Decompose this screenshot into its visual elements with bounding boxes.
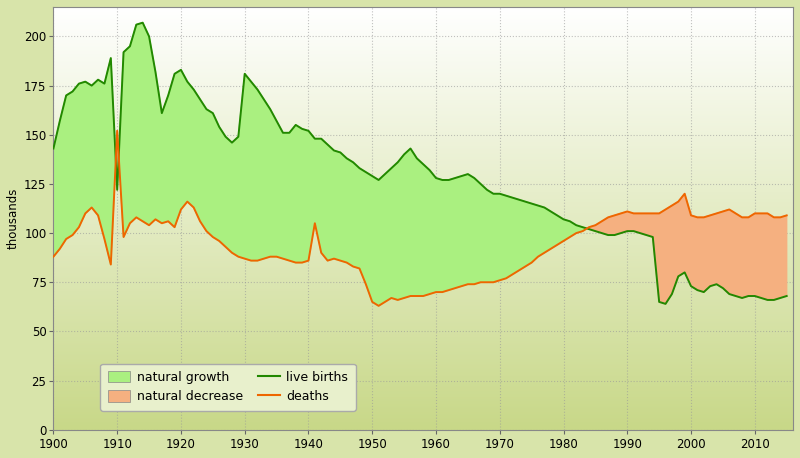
Y-axis label: thousands: thousands	[7, 188, 20, 249]
Legend: natural growth, natural decrease, live births, deaths: natural growth, natural decrease, live b…	[100, 364, 356, 411]
